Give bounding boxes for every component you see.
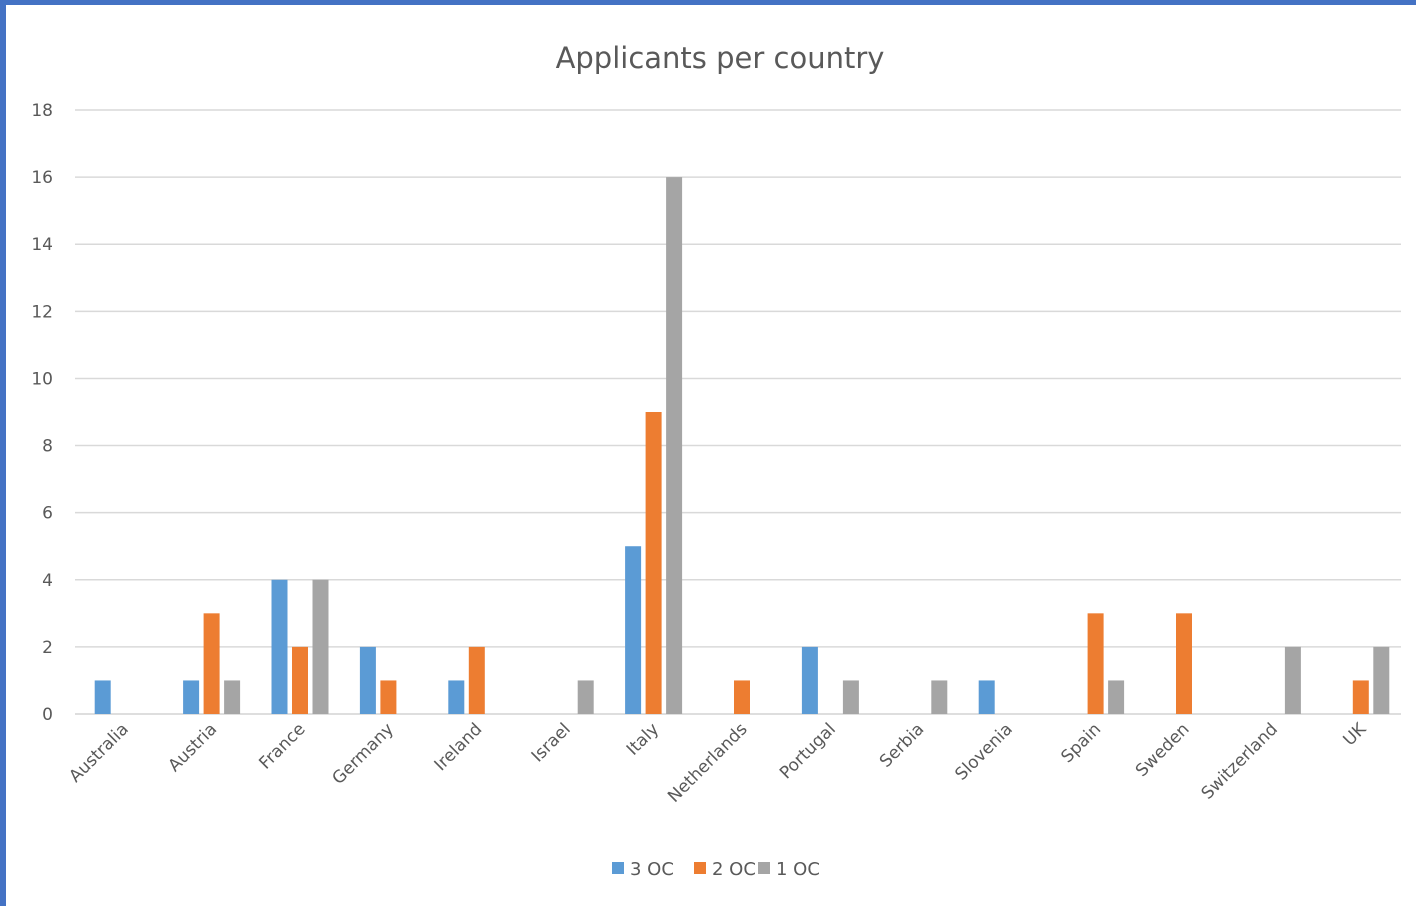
- bar-2-oc-germany: [380, 680, 397, 714]
- y-tick-label: 4: [42, 571, 53, 591]
- x-tick-label: Sweden: [1132, 719, 1194, 781]
- x-tick-label: Australia: [65, 719, 132, 786]
- x-tick-label: UK: [1340, 719, 1371, 750]
- bar-1-oc-spain: [1108, 680, 1125, 714]
- x-tick-label: Spain: [1057, 719, 1105, 767]
- x-tick-label: Italy: [623, 719, 663, 759]
- bar-2-oc-ireland: [468, 646, 485, 714]
- bar-2-oc-spain: [1087, 613, 1104, 714]
- y-tick-label: 18: [31, 101, 53, 121]
- bar-3-oc-slovenia: [978, 680, 995, 714]
- legend-swatch: [612, 862, 624, 874]
- y-tick-label: 6: [42, 504, 53, 524]
- bar-1-oc-austria: [224, 680, 241, 714]
- x-tick-label: Ireland: [431, 719, 487, 775]
- bar-1-oc-france: [312, 579, 329, 714]
- bar-2-oc-austria: [203, 613, 220, 714]
- x-tick-label: Portugal: [776, 719, 840, 783]
- chart-title: Applicants per country: [556, 41, 885, 75]
- bar-2-oc-sweden: [1176, 613, 1192, 714]
- x-tick-label: Serbia: [876, 719, 928, 771]
- x-tick-label: Slovenia: [951, 719, 1016, 784]
- bar-2-oc-italy: [645, 412, 662, 714]
- x-tick-label: Netherlands: [664, 719, 752, 807]
- legend-label: 1 OC: [776, 859, 820, 880]
- bar-1-oc-portugal: [842, 680, 859, 714]
- y-axis-ticks: 0 2 4 6 8 10 12 14 16 18: [31, 101, 53, 725]
- x-axis-ticks: Australia Austria France Germany Ireland Isra…: [65, 719, 1371, 807]
- legend-label: 2 OC: [712, 859, 756, 880]
- y-tick-label: 14: [31, 235, 53, 255]
- legend-swatch: [694, 862, 706, 874]
- bar-1-oc-italy: [666, 177, 683, 715]
- y-tick-label: 0: [42, 705, 53, 725]
- bar-3-oc-austria: [183, 680, 200, 714]
- y-tick-label: 12: [31, 302, 53, 322]
- bar-3-oc-france: [271, 579, 288, 714]
- y-tick-label: 8: [42, 437, 53, 457]
- x-tick-label: Switzerland: [1198, 719, 1282, 803]
- x-tick-label: Austria: [165, 719, 222, 776]
- bar-3-oc-portugal: [801, 646, 818, 714]
- y-tick-label: 10: [31, 369, 53, 389]
- bar-3-oc-ireland: [448, 680, 465, 714]
- y-tick-label: 16: [31, 168, 53, 188]
- legend-label: 3 OC: [630, 859, 674, 880]
- bar-1-oc-uk: [1373, 646, 1390, 714]
- bar-3-oc-germany: [359, 646, 376, 714]
- x-tick-label: Germany: [329, 719, 398, 788]
- bar-1-oc-israel: [577, 680, 594, 714]
- bar-3-oc-australia: [94, 680, 111, 714]
- bar-3-oc-italy: [625, 546, 642, 714]
- legend-swatch: [758, 862, 770, 874]
- bar-1-oc-serbia: [931, 680, 948, 714]
- bar-2-oc-uk: [1352, 680, 1369, 714]
- legend: 3 OC 2 OC 1 OC: [612, 859, 820, 880]
- bar-1-oc-switzerland: [1284, 646, 1301, 714]
- x-tick-label: France: [255, 719, 309, 773]
- bar-2-oc-netherlands: [734, 680, 750, 714]
- bar-2-oc-france: [292, 646, 308, 714]
- y-tick-label: 2: [42, 638, 53, 658]
- x-tick-label: Israel: [528, 719, 575, 766]
- bars: [94, 177, 1390, 715]
